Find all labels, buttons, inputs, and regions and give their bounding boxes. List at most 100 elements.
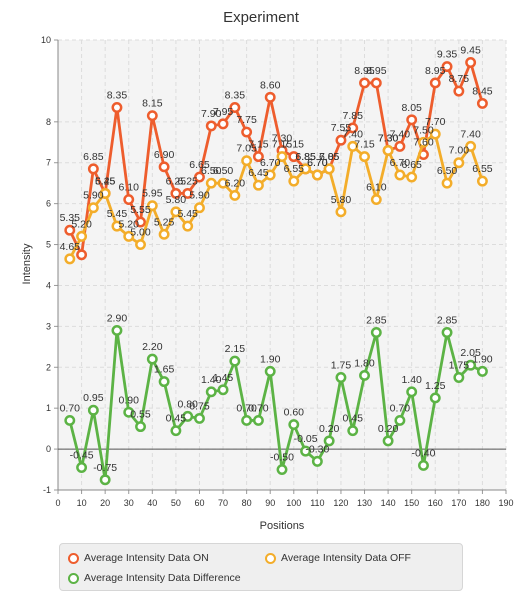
data-point-0 xyxy=(146,110,158,122)
y-tick-label: -1 xyxy=(43,485,51,495)
data-label-1: 7.15 xyxy=(354,139,375,151)
data-label-0: 7.15 xyxy=(248,139,269,151)
data-label-1: 7.40 xyxy=(460,128,481,140)
data-point-1 xyxy=(146,200,158,212)
data-label-0: 8.95 xyxy=(425,65,446,77)
data-point-2 xyxy=(99,474,111,486)
data-label-1: 5.45 xyxy=(107,208,128,220)
data-label-1: 6.50 xyxy=(437,165,458,177)
data-label-1: 6.55 xyxy=(284,163,305,175)
y-tick-label: 1 xyxy=(46,403,51,413)
legend-label-difference: Average Intensity Data Difference xyxy=(84,572,241,584)
data-point-2 xyxy=(441,327,453,338)
data-point-2 xyxy=(323,435,335,447)
data-label-2: 2.15 xyxy=(225,343,246,355)
data-label-0: 7.30 xyxy=(272,132,293,144)
plot-area xyxy=(58,40,506,490)
data-point-2 xyxy=(182,410,194,422)
data-point-1 xyxy=(99,187,111,199)
legend-item-difference[interactable]: Average Intensity Data Difference xyxy=(68,572,241,584)
data-label-2: 2.85 xyxy=(366,315,387,327)
grid-lines xyxy=(57,39,507,491)
data-label-2: -0.40 xyxy=(412,447,436,459)
data-point-0 xyxy=(264,91,276,103)
data-label-1: 6.45 xyxy=(248,167,269,179)
data-label-0: 7.40 xyxy=(390,128,411,140)
x-tick-label: 150 xyxy=(404,498,419,508)
data-label-2: 2.05 xyxy=(460,347,481,359)
data-point-1 xyxy=(182,220,194,232)
data-label-1: 6.50 xyxy=(201,165,222,177)
data-point-0 xyxy=(335,134,347,146)
data-label-0: 6.85 xyxy=(83,151,104,163)
x-tick-label: 60 xyxy=(194,498,204,508)
y-tick-label: 0 xyxy=(46,444,51,454)
x-tick-label: 130 xyxy=(357,498,372,508)
data-point-0 xyxy=(229,102,241,113)
data-label-0: 6.65 xyxy=(189,159,210,171)
data-label-0: 7.55 xyxy=(331,122,352,134)
y-axis-title: Intensity xyxy=(21,243,33,284)
x-axis-title: Positions xyxy=(260,520,305,532)
data-point-1 xyxy=(476,175,488,187)
legend-marker-off xyxy=(265,552,276,564)
data-label-2: 0.20 xyxy=(319,423,340,435)
data-point-2 xyxy=(146,353,158,365)
data-point-0 xyxy=(170,187,182,199)
data-point-2 xyxy=(465,359,477,371)
data-point-1 xyxy=(64,253,76,265)
data-label-2: 2.90 xyxy=(107,312,128,324)
data-point-0 xyxy=(217,118,229,130)
data-label-2: 1.40 xyxy=(201,374,222,386)
data-point-1 xyxy=(394,169,406,181)
data-label-2: 0.20 xyxy=(378,423,399,435)
data-label-1: 5.45 xyxy=(95,175,116,187)
y-tick-label: 2 xyxy=(46,362,51,372)
data-point-0 xyxy=(429,77,441,89)
data-label-1: 7.15 xyxy=(272,139,293,151)
data-label-1: 7.05 xyxy=(319,151,340,163)
data-label-2: 1.65 xyxy=(154,364,175,376)
data-label-1: 5.25 xyxy=(154,216,175,228)
legend-item-on[interactable]: Average Intensity Data ON xyxy=(68,552,209,564)
data-label-2: 0.75 xyxy=(189,400,210,412)
data-point-1 xyxy=(311,169,323,181)
data-point-2 xyxy=(335,372,347,383)
data-point-1 xyxy=(465,140,477,152)
data-point-1 xyxy=(429,128,441,140)
y-tick-label: 7 xyxy=(46,158,51,168)
data-point-0 xyxy=(123,194,135,205)
data-point-2 xyxy=(64,415,76,426)
data-label-2: 1.40 xyxy=(401,374,422,386)
legend-item-off[interactable]: Average Intensity Data OFF xyxy=(265,552,411,564)
data-label-2: 0.95 xyxy=(83,392,104,404)
data-point-0 xyxy=(158,161,170,173)
data-label-1: 6.70 xyxy=(260,157,281,169)
data-point-0 xyxy=(347,122,359,134)
legend-marker-difference xyxy=(68,572,79,584)
data-point-2 xyxy=(476,365,488,377)
legend-marker-on xyxy=(68,552,79,564)
x-tick-label: 70 xyxy=(218,498,228,508)
data-label-2: 2.20 xyxy=(142,341,163,353)
data-label-2: -0.05 xyxy=(294,433,318,445)
data-label-0: 8.95 xyxy=(354,65,375,77)
data-point-0 xyxy=(370,77,382,89)
data-point-1 xyxy=(418,136,429,148)
data-point-0 xyxy=(182,187,194,199)
legend: Average Intensity Data ON Average Intens… xyxy=(59,543,463,591)
x-tick-label: 180 xyxy=(475,498,490,508)
y-tick-label: 6 xyxy=(46,199,51,209)
data-label-2: 0.45 xyxy=(166,413,187,425)
data-label-0: 7.90 xyxy=(201,108,222,120)
data-label-1: 6.50 xyxy=(213,165,234,177)
data-point-1 xyxy=(335,206,347,218)
data-point-0 xyxy=(406,114,418,126)
y-tick-label: 5 xyxy=(46,240,51,250)
data-label-0: 5.55 xyxy=(130,204,151,216)
data-label-1: 6.10 xyxy=(366,182,387,194)
legend-label-off: Average Intensity Data OFF xyxy=(281,552,411,564)
data-label-2: -0.45 xyxy=(70,450,94,462)
data-point-2 xyxy=(194,412,205,424)
data-label-1: 7.30 xyxy=(378,132,399,144)
